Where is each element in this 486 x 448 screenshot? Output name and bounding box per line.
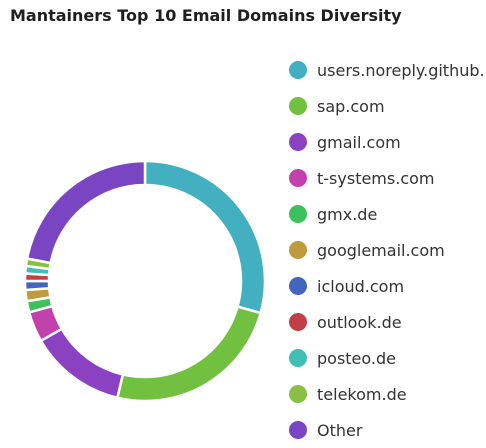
legend-item-telekom-de[interactable]: telekom.de bbox=[288, 376, 486, 412]
legend-label: telekom.de bbox=[317, 384, 407, 404]
legend-item-t-systems-com[interactable]: t-systems.com bbox=[288, 160, 486, 196]
legend-item-posteo-de[interactable]: posteo.de bbox=[288, 340, 486, 376]
chart-legend: users.noreply.github. sap.com gmail.com t-s… bbox=[288, 52, 486, 448]
legend-swatch bbox=[289, 241, 307, 259]
slice-icloud-com[interactable] bbox=[23, 279, 51, 292]
legend-label: icloud.com bbox=[317, 276, 405, 296]
legend-label: googlemail.com bbox=[317, 240, 445, 260]
donut-chart bbox=[23, 159, 267, 403]
legend-item-googlemail-com[interactable]: googlemail.com bbox=[288, 232, 486, 268]
legend-swatch bbox=[289, 97, 307, 115]
legend-item-gmx-de[interactable]: gmx.de bbox=[288, 196, 486, 232]
legend-label: t-systems.com bbox=[317, 168, 435, 188]
legend-swatch bbox=[289, 313, 307, 331]
legend-label: gmx.de bbox=[317, 204, 378, 224]
chart-title: Mantainers Top 10 Email Domains Diversit… bbox=[10, 6, 402, 25]
legend-item-icloud-com[interactable]: icloud.com bbox=[288, 268, 486, 304]
legend-item-gmail-com[interactable]: gmail.com bbox=[288, 124, 486, 160]
legend-swatch bbox=[289, 349, 307, 367]
legend-item-sap-com[interactable]: sap.com bbox=[288, 88, 486, 124]
legend-label: Other bbox=[317, 420, 363, 440]
legend-label: users.noreply.github. bbox=[317, 60, 485, 80]
slice-other[interactable] bbox=[25, 159, 147, 265]
legend-swatch bbox=[289, 421, 307, 439]
slice-sap-com[interactable] bbox=[116, 305, 262, 403]
legend-swatch bbox=[289, 169, 307, 187]
legend-swatch bbox=[289, 277, 307, 295]
legend-item-outlook-de[interactable]: outlook.de bbox=[288, 304, 486, 340]
legend-label: posteo.de bbox=[317, 348, 396, 368]
legend-swatch bbox=[289, 61, 307, 79]
slice-gmail-com[interactable] bbox=[39, 327, 125, 400]
slice-users-noreply-github[interactable] bbox=[143, 159, 267, 315]
legend-swatch bbox=[289, 205, 307, 223]
legend-label: gmail.com bbox=[317, 132, 401, 152]
legend-item-other[interactable]: Other bbox=[288, 412, 486, 448]
legend-item-users-noreply-github[interactable]: users.noreply.github. bbox=[288, 52, 486, 88]
legend-swatch bbox=[289, 385, 307, 403]
legend-label: sap.com bbox=[317, 96, 385, 116]
legend-swatch bbox=[289, 133, 307, 151]
donut-slices bbox=[23, 159, 267, 403]
legend-label: outlook.de bbox=[317, 312, 402, 332]
